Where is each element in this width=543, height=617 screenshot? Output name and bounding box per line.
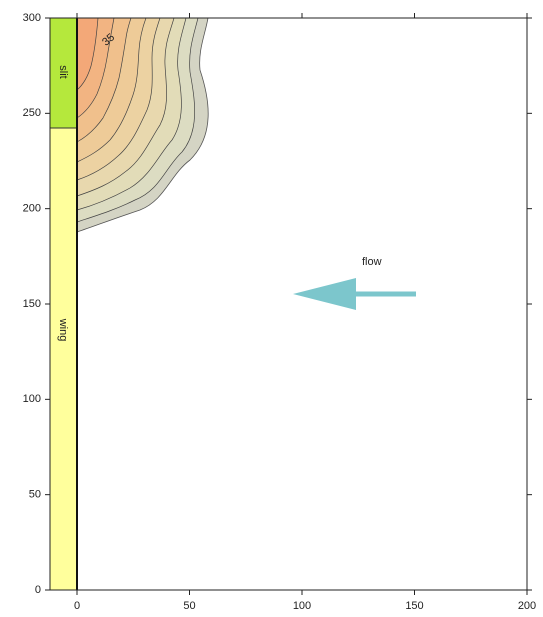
x-tick-label: 0 [74,600,80,612]
x-tick-label: 50 [183,600,195,612]
slit-label: slit [57,65,69,78]
wing-label: wing [57,318,69,342]
y-tick-label: 100 [23,393,41,405]
y-tick-label: 50 [29,489,41,501]
contour-field [76,17,209,233]
flow-arrow [293,278,416,310]
wing [49,127,78,591]
y-tick-label: 150 [23,298,41,310]
y-tick-label: 200 [23,203,41,215]
x-tick-label: 200 [518,600,536,612]
y-tick-label: 0 [35,584,41,596]
y-tick-label: 300 [23,12,41,24]
x-tick-label: 150 [405,600,423,612]
x-tick-label: 100 [293,600,311,612]
y-tick-label: 250 [23,107,41,119]
flow-label: flow [362,256,382,268]
